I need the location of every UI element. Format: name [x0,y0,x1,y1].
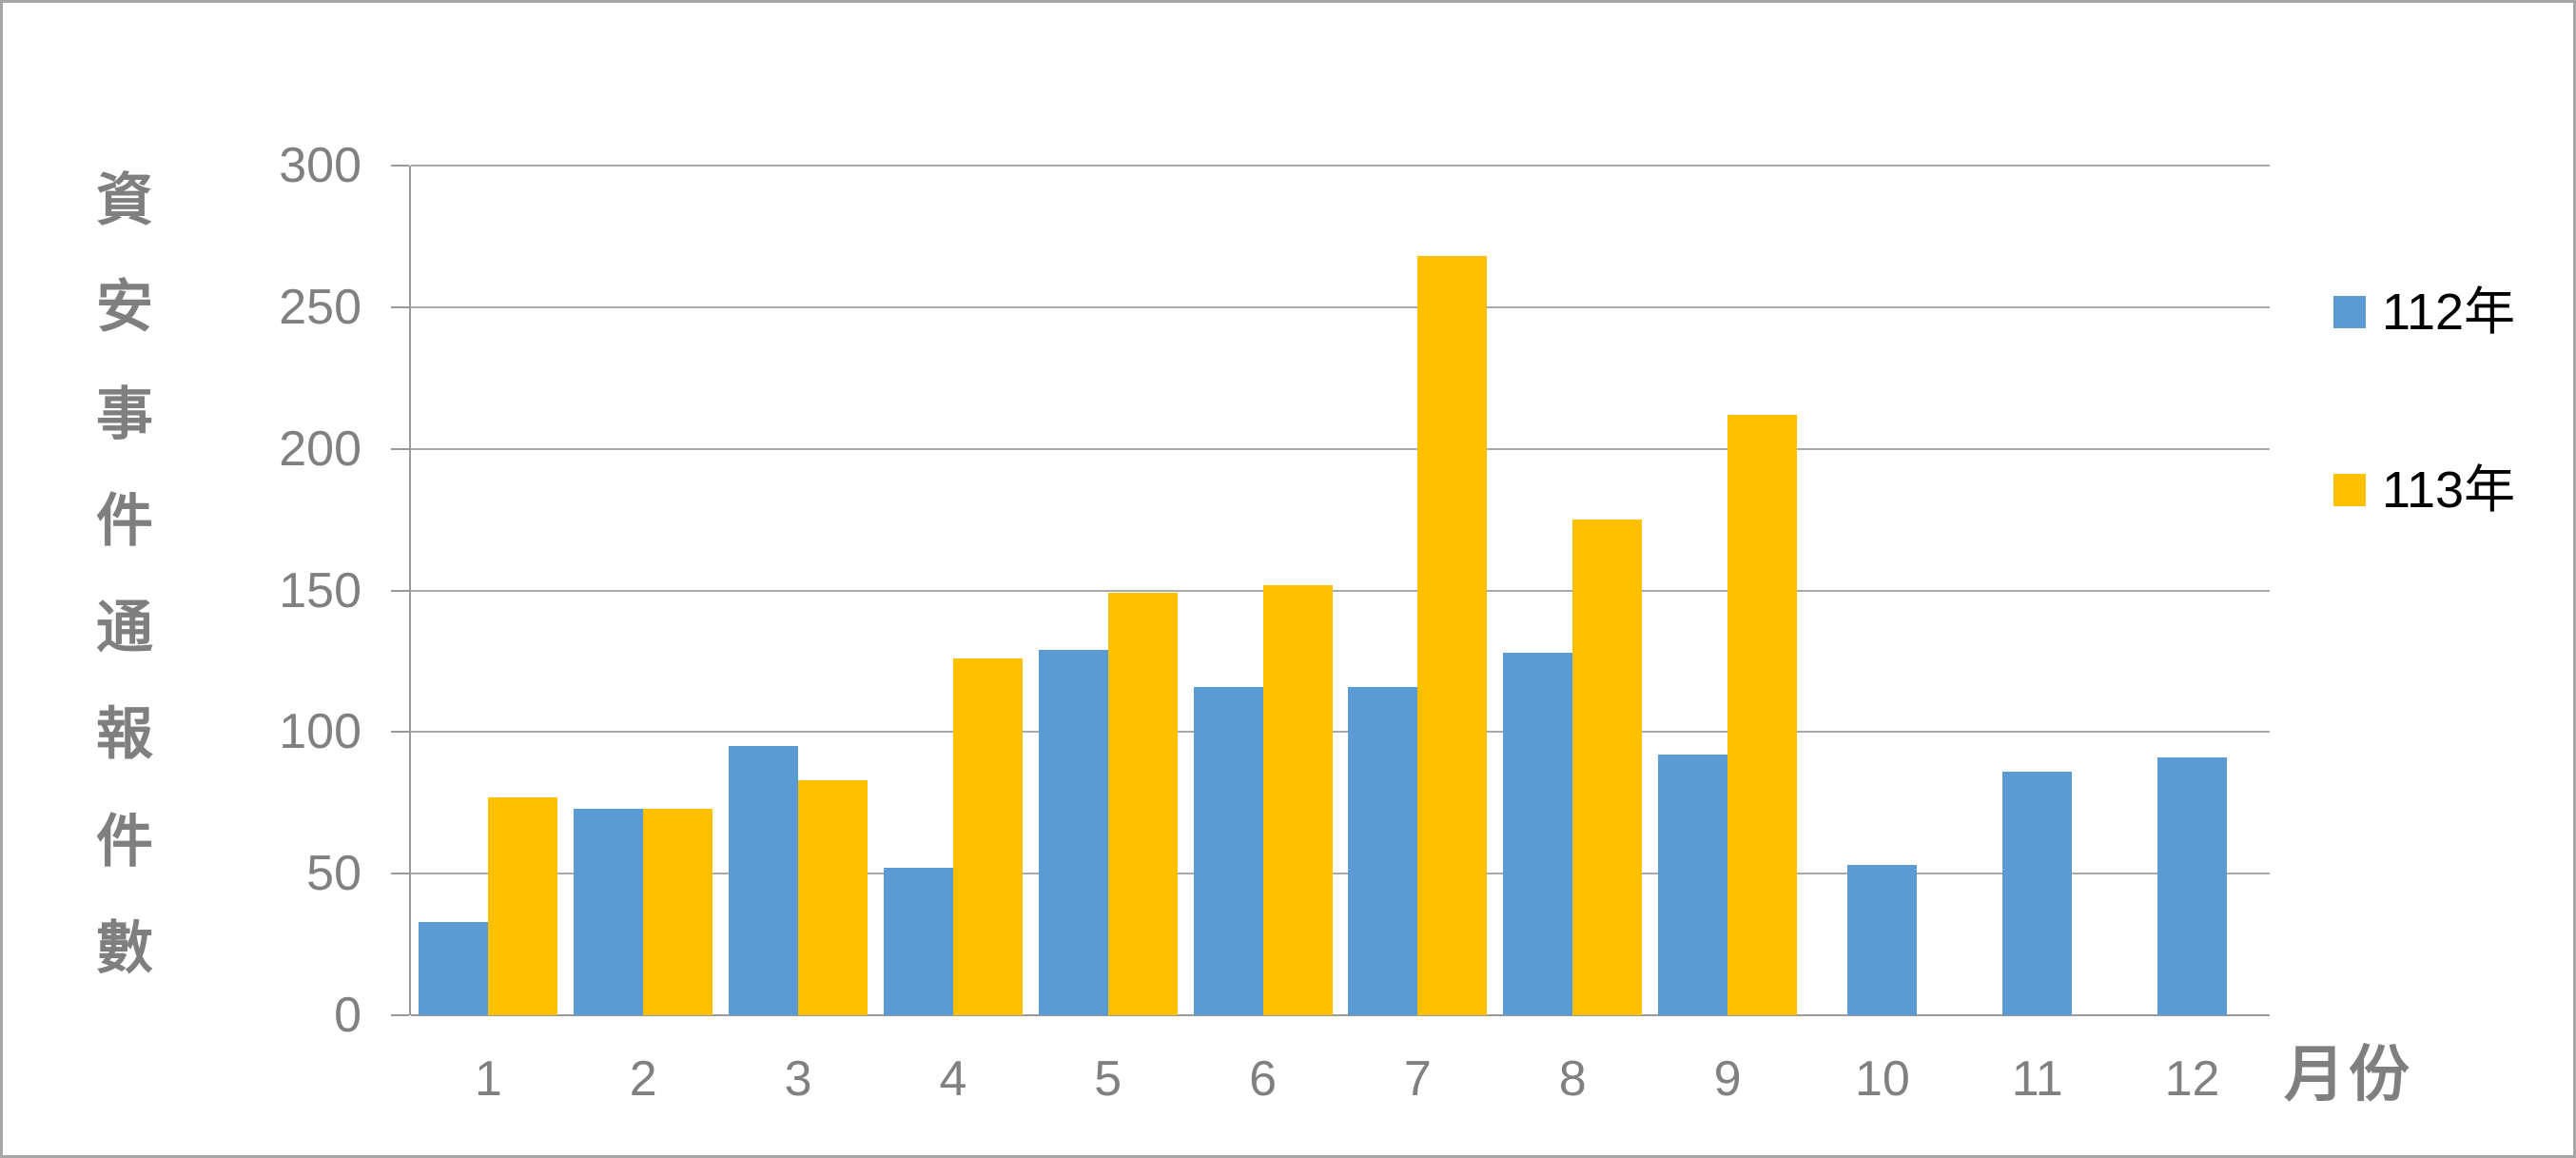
x-axis-line [411,1014,2270,1016]
bar-group-month-4 [875,166,1030,1015]
gridline [411,165,2270,167]
y-axis-line [409,166,411,1015]
y-axis-title-char: 件 [96,488,153,553]
x-tick-label: 1 [474,1051,502,1107]
bar-group-month-8 [1495,166,1650,1015]
legend-label: 112年 [2382,284,2516,341]
legend-swatch [2333,296,2366,328]
bar-112年-month-8 [1503,653,1573,1015]
bar-113年-month-7 [1417,256,1488,1015]
legend-swatch [2333,474,2366,506]
bar-112年-month-10 [1847,865,1918,1015]
plot-area [391,165,2270,1016]
bar-113年-month-6 [1262,584,1333,1015]
x-tick-label: 6 [1249,1051,1278,1107]
bar-group-month-6 [1185,166,1340,1015]
y-tick-mark [391,1014,409,1016]
y-tick-mark [391,731,409,734]
bar-112年-month-5 [1038,650,1108,1015]
y-axis-title-char: 安 [96,275,153,340]
y-tick-mark [391,589,409,592]
gridline [411,447,2270,450]
bar-113年-month-1 [488,796,558,1015]
y-axis-title-char: 數 [96,915,153,980]
bar-112年-month-11 [2002,772,2073,1015]
x-tick-label: 3 [784,1051,812,1107]
y-tick-label: 50 [306,846,361,902]
x-tick-label: 4 [939,1051,967,1107]
bar-group-month-3 [721,166,876,1015]
y-axis-tick-labels: 300 250 200 150 100 50 0 [3,138,379,1043]
bar-113年-month-4 [952,658,1023,1015]
y-axis-title: 資安事件通報件數 [68,172,182,977]
bar-group-month-1 [411,166,566,1015]
x-tick-label: 5 [1094,1051,1122,1107]
bar-113年-month-2 [643,808,713,1015]
bar-112年-month-12 [2157,757,2228,1015]
gridline [411,589,2270,592]
x-tick-label: 11 [2011,1051,2063,1107]
y-axis-title-char: 報 [96,702,153,767]
gridline [411,305,2270,308]
bar-group-month-5 [1030,166,1185,1015]
x-tick-label: 7 [1403,1051,1432,1107]
y-axis-title-char: 事 [96,382,153,446]
x-tick-label: 10 [1854,1051,1910,1107]
y-tick-label: 0 [334,988,361,1043]
bar-113年-month-5 [1107,593,1178,1015]
y-axis-title-char: 件 [96,809,153,873]
bar-group-month-10 [1805,166,1960,1015]
bar-group-month-11 [1960,166,2115,1015]
y-tick-label: 250 [279,279,361,335]
gridline [411,731,2270,734]
x-tick-label: 12 [2164,1051,2220,1107]
y-tick-label: 300 [279,138,361,193]
bar-113年-month-3 [798,779,868,1015]
bar-112年-month-2 [574,808,644,1015]
x-axis-tick-labels: 1 2 3 4 5 6 7 8 9 10 11 12 [411,1048,2270,1110]
bar-112年-month-9 [1658,755,1728,1015]
y-tick-mark [391,873,409,875]
legend-label: 113年 [2382,461,2516,519]
bar-group-month-2 [566,166,721,1015]
y-tick-label: 150 [279,562,361,618]
legend-entry-112: 112年 [2333,284,2516,341]
legend-entry-113: 113年 [2333,461,2516,519]
y-tick-label: 200 [279,421,361,477]
x-tick-label: 9 [1713,1051,1742,1107]
y-tick-label: 100 [279,704,361,760]
x-tick-label: 2 [629,1051,657,1107]
bar-112年-month-6 [1193,686,1263,1015]
bar-groups [411,166,2270,1015]
bar-112年-month-3 [729,746,799,1015]
y-axis-title-char: 通 [96,596,153,660]
bar-group-month-12 [2115,166,2270,1015]
x-axis-title: 月份 [2284,1040,2413,1109]
y-axis-title-char: 資 [96,168,153,232]
gridline [411,873,2270,875]
bar-112年-month-7 [1348,686,1418,1015]
bar-group-month-7 [1340,166,1495,1015]
x-tick-label: 8 [1558,1051,1587,1107]
bar-112年-month-4 [883,868,953,1015]
y-tick-mark [391,447,409,450]
bar-group-month-9 [1650,166,1805,1015]
y-tick-mark [391,165,409,167]
bar-113年-month-8 [1572,520,1643,1015]
bar-112年-month-1 [419,921,489,1015]
y-tick-mark [391,305,409,308]
bar-113年-month-9 [1727,414,1798,1015]
